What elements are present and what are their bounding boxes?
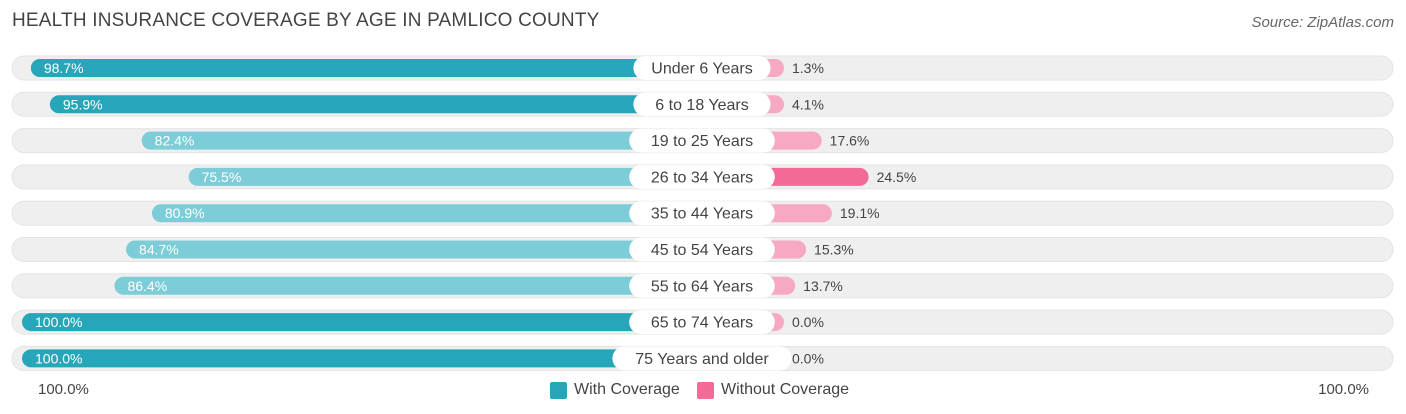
category-label: 65 to 74 Years xyxy=(651,315,753,332)
legend-with-coverage: With Coverage xyxy=(550,381,680,399)
value-label-with: 95.9% xyxy=(63,96,103,112)
category-label-bg xyxy=(629,164,775,189)
bar-with-coverage xyxy=(22,313,702,332)
category-label-bg xyxy=(612,346,792,371)
legend-label-with: With Coverage xyxy=(574,381,680,398)
category-label-bg xyxy=(633,56,771,80)
value-label-with: 75.5% xyxy=(202,169,242,185)
value-label-without: 17.6% xyxy=(830,133,870,149)
category-label: 35 to 44 Years xyxy=(651,206,753,223)
bar-with-coverage xyxy=(22,349,702,368)
axis-left-label: 100.0% xyxy=(38,381,89,398)
bar-with-coverage xyxy=(188,167,703,186)
legend-label-without: Without Coverage xyxy=(721,381,850,398)
legend-swatch-with xyxy=(550,381,567,399)
bar-with-coverage xyxy=(151,204,702,223)
value-label-without: 19.1% xyxy=(840,205,880,221)
category-label-bg xyxy=(629,237,775,262)
bar-with-coverage xyxy=(126,240,703,259)
value-label-without: 1.3% xyxy=(792,60,824,76)
category-label: 55 to 64 Years xyxy=(651,278,753,295)
value-label-without: 15.3% xyxy=(814,242,854,258)
source-label: Source: ZipAtlas.com xyxy=(1251,14,1394,31)
category-label: 75 Years and older xyxy=(635,351,769,368)
category-label-bg xyxy=(629,201,775,226)
value-label-without: 24.5% xyxy=(877,169,917,185)
bar-with-coverage xyxy=(114,276,703,295)
value-label-without: 0.0% xyxy=(792,350,824,366)
value-label-with: 80.9% xyxy=(165,205,205,221)
value-label-with: 100.0% xyxy=(35,314,82,330)
category-label: Under 6 Years xyxy=(651,61,752,78)
bar-with-coverage xyxy=(49,95,702,114)
value-label-with: 84.7% xyxy=(139,242,179,258)
category-label-bg xyxy=(629,273,775,298)
value-label-with: 82.4% xyxy=(155,133,195,149)
bar-with-coverage xyxy=(30,59,702,77)
category-label-bg xyxy=(633,92,771,117)
value-label-with: 98.7% xyxy=(44,60,84,76)
category-label: 45 to 54 Years xyxy=(651,242,753,259)
category-label-bg xyxy=(629,310,775,335)
value-label-without: 4.1% xyxy=(792,96,824,112)
category-label: 19 to 25 Years xyxy=(651,133,753,150)
axis-right-label: 100.0% xyxy=(1318,381,1369,398)
value-label-with: 86.4% xyxy=(127,278,167,294)
chart-title: HEALTH INSURANCE COVERAGE BY AGE IN PAML… xyxy=(12,10,600,31)
category-label: 26 to 34 Years xyxy=(651,169,753,186)
legend-without-coverage: Without Coverage xyxy=(697,381,849,399)
value-label-without: 13.7% xyxy=(803,278,843,294)
value-label-with: 100.0% xyxy=(35,350,82,366)
legend-swatch-without xyxy=(697,381,714,399)
category-label-bg xyxy=(629,128,775,153)
value-label-without: 0.0% xyxy=(792,314,824,330)
category-label: 6 to 18 Years xyxy=(655,97,748,114)
bar-with-coverage xyxy=(141,131,702,150)
